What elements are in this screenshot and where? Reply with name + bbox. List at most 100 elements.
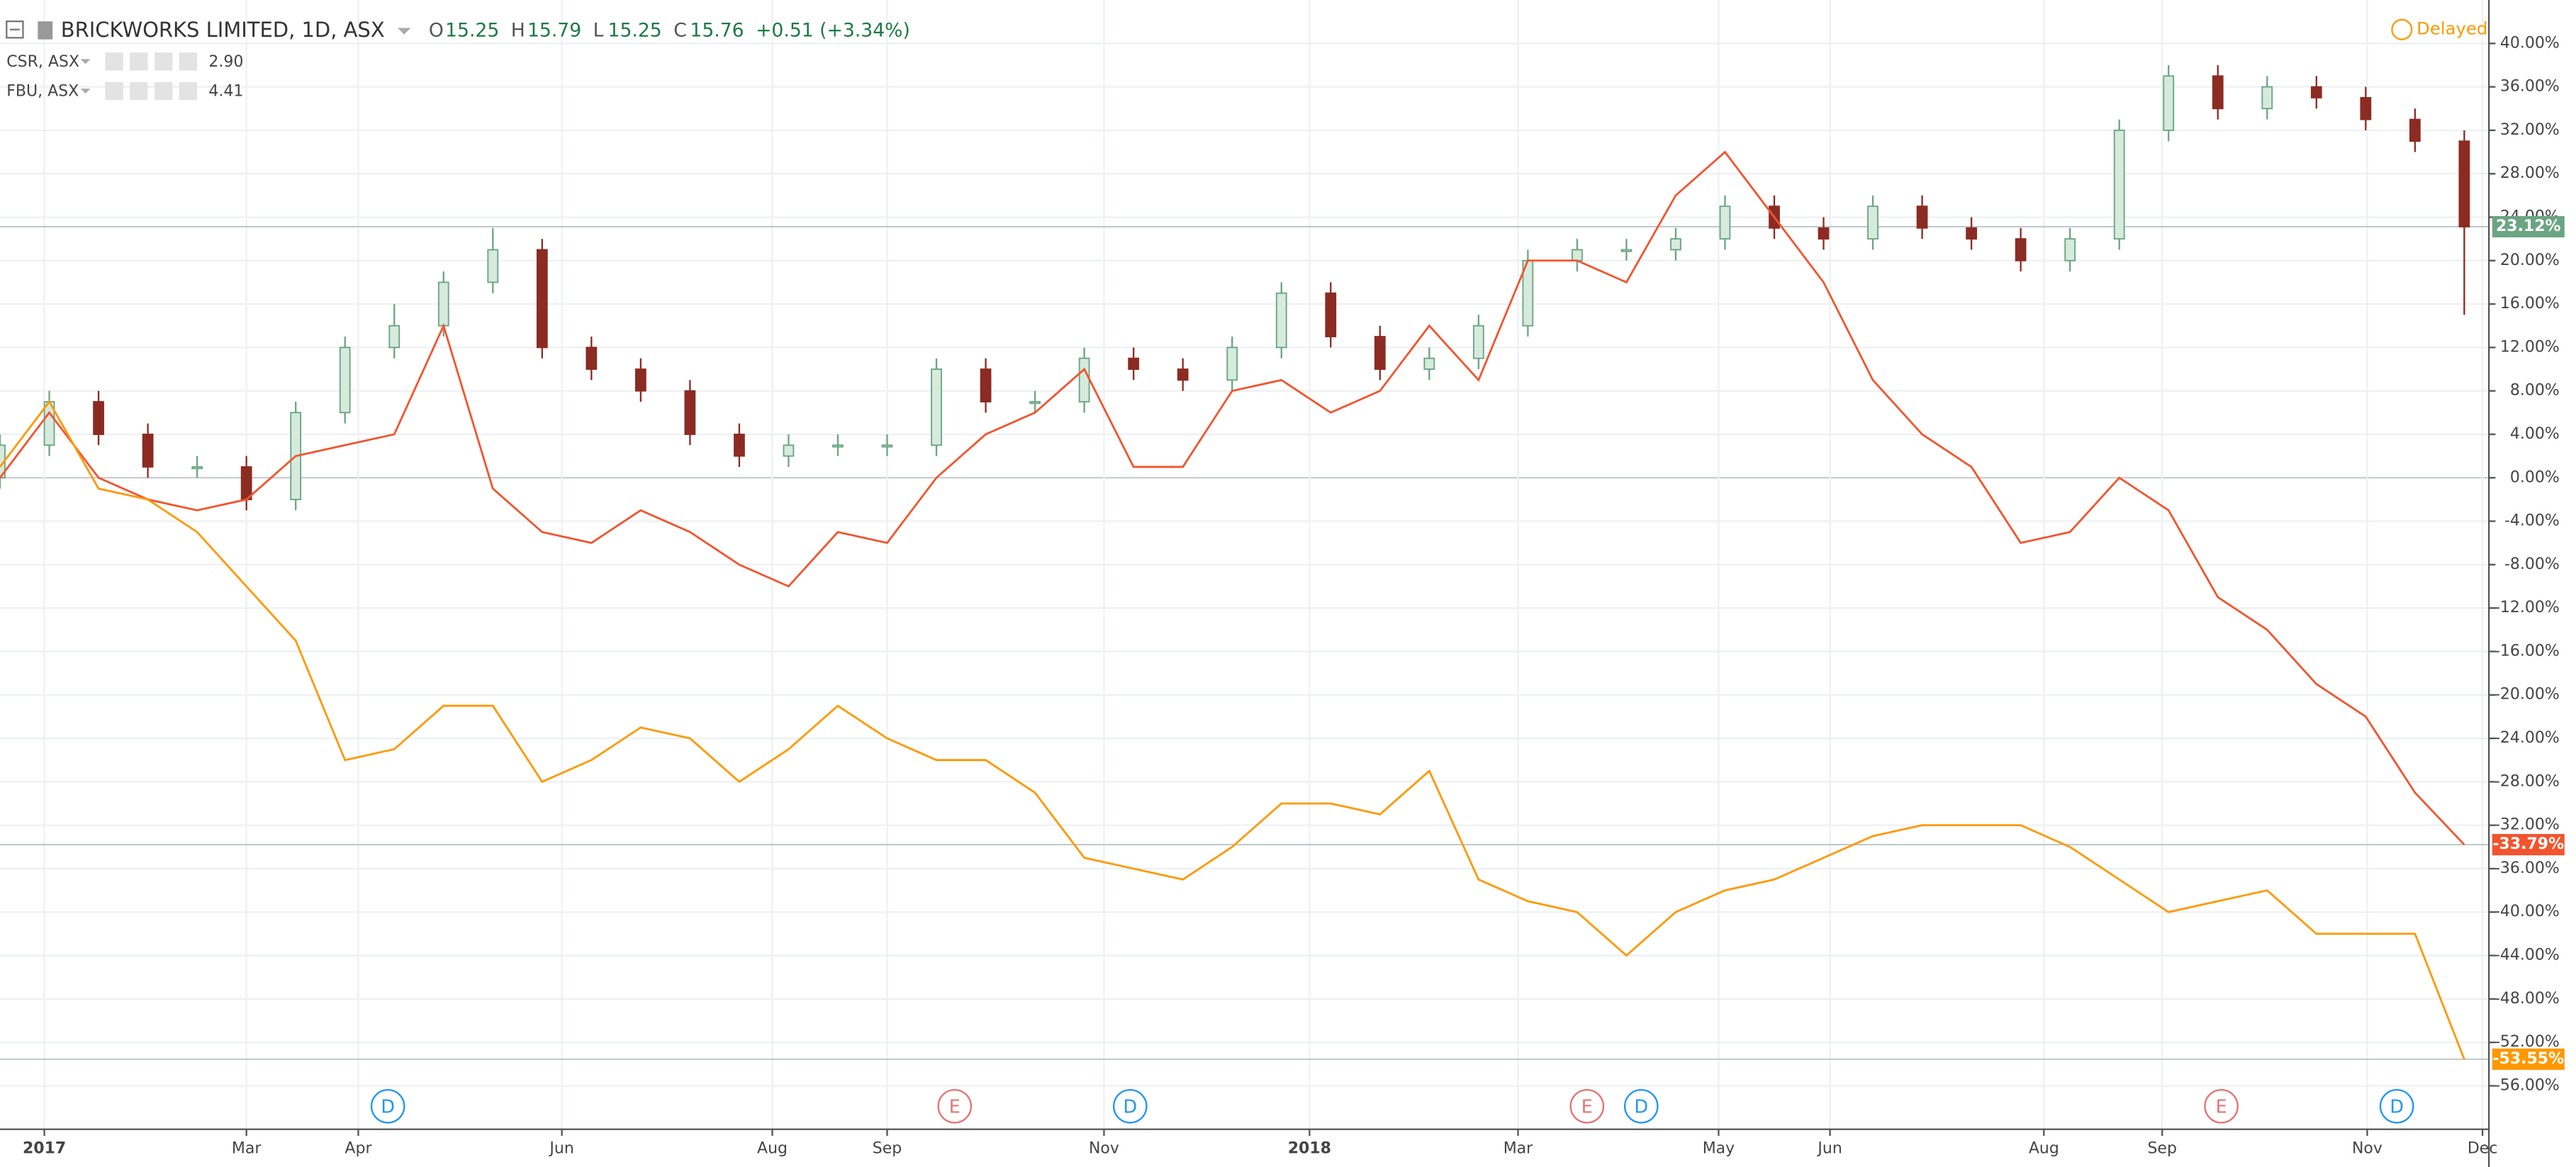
event-label: D bbox=[1123, 1097, 1137, 1118]
collapse-button[interactable] bbox=[6, 20, 24, 39]
y-tick-label: -40.00% bbox=[2494, 903, 2560, 920]
event-marker[interactable] bbox=[1112, 1088, 1148, 1124]
y-tick-label: 8.00% bbox=[2510, 382, 2560, 400]
candle-body bbox=[1719, 205, 1731, 240]
quote-high: 15.79 bbox=[527, 20, 581, 42]
dropdown-icon[interactable] bbox=[397, 28, 411, 35]
dropdown-icon[interactable] bbox=[80, 89, 91, 94]
candle-body bbox=[2310, 86, 2322, 98]
add-button[interactable] bbox=[154, 52, 173, 71]
candle-body bbox=[1916, 205, 1928, 229]
quote-high-label: H bbox=[511, 20, 525, 42]
candle-body bbox=[93, 401, 104, 435]
line-series bbox=[0, 150, 2465, 846]
x-tick-label: Jun bbox=[548, 1140, 573, 1158]
settings-button[interactable] bbox=[130, 52, 148, 71]
chart-title[interactable]: BRICKWORKS LIMITED, 1D, ASX bbox=[61, 18, 385, 42]
last-value-tag bbox=[2492, 1048, 2565, 1070]
status-label[interactable]: Delayed bbox=[2417, 18, 2487, 39]
x-tick-label: Nov bbox=[2352, 1140, 2382, 1158]
event-marker[interactable] bbox=[937, 1088, 973, 1124]
legend-label[interactable]: FBU, ASX bbox=[6, 83, 79, 101]
event-label: E bbox=[1581, 1097, 1593, 1118]
candle-body bbox=[2064, 238, 2076, 261]
plot-area bbox=[0, 64, 2470, 1060]
legend-price: 2.90 bbox=[208, 53, 243, 71]
candle-body bbox=[1867, 205, 1878, 240]
y-tick-label: 36.00% bbox=[2500, 78, 2560, 96]
quote-close-label: C bbox=[673, 20, 687, 42]
last-value-label: -53.55% bbox=[2492, 1050, 2564, 1068]
event-label: E bbox=[949, 1097, 961, 1118]
candle-body bbox=[536, 249, 548, 349]
y-tick-label: -48.00% bbox=[2494, 990, 2560, 1008]
y-tick-label: -52.00% bbox=[2494, 1033, 2560, 1051]
last-value-label: 23.12% bbox=[2496, 218, 2561, 235]
y-tick-label: -44.00% bbox=[2494, 947, 2560, 964]
x-tick-label: Sep bbox=[2147, 1140, 2176, 1158]
candle-body bbox=[487, 249, 499, 283]
remove-button[interactable] bbox=[179, 52, 198, 71]
candle-body bbox=[2261, 86, 2273, 110]
x-tick-label: Dec bbox=[2468, 1140, 2498, 1158]
y-tick-label: -32.00% bbox=[2494, 816, 2560, 834]
quote-open-label: O bbox=[429, 20, 444, 42]
x-tick-label: Apr bbox=[345, 1140, 372, 1158]
event-label: D bbox=[2390, 1097, 2404, 1118]
symbol-icon bbox=[38, 21, 53, 40]
candle-body bbox=[142, 434, 154, 468]
candle-body bbox=[240, 466, 252, 500]
y-tick-label: -24.00% bbox=[2494, 729, 2560, 747]
candle-body bbox=[2409, 118, 2421, 142]
x-tick-label: 2017 bbox=[23, 1140, 66, 1158]
event-marker[interactable] bbox=[370, 1088, 405, 1124]
last-value-tag bbox=[2492, 215, 2565, 238]
candle-body bbox=[1818, 227, 1830, 240]
candle-body bbox=[2212, 75, 2224, 110]
eye-button[interactable] bbox=[105, 52, 123, 71]
legend-price: 4.41 bbox=[208, 83, 243, 101]
y-tick-label: -28.00% bbox=[2494, 772, 2560, 790]
candle-body bbox=[2458, 140, 2470, 227]
remove-button[interactable] bbox=[179, 81, 198, 101]
legend-buttons bbox=[105, 81, 198, 101]
candle-body bbox=[1966, 227, 1978, 240]
event-marker[interactable] bbox=[2204, 1088, 2239, 1124]
y-tick-label: -56.00% bbox=[2494, 1076, 2560, 1094]
candle-body bbox=[1670, 238, 1681, 251]
candle-body bbox=[1620, 249, 1633, 252]
grid bbox=[0, 0, 2490, 1129]
quote-close: 15.76 bbox=[690, 20, 744, 42]
dropdown-icon[interactable] bbox=[80, 59, 91, 64]
candle-body bbox=[2360, 96, 2372, 120]
event-marker[interactable] bbox=[1569, 1088, 1605, 1124]
y-tick-label: 0.00% bbox=[2510, 468, 2560, 486]
x-tick-label: May bbox=[1703, 1140, 1735, 1158]
candle-body bbox=[2015, 238, 2027, 261]
quote-low: 15.25 bbox=[608, 20, 662, 42]
add-button[interactable] bbox=[154, 81, 173, 101]
y-tick-label: -20.00% bbox=[2494, 686, 2560, 704]
settings-button[interactable] bbox=[130, 81, 148, 101]
y-tick-label: 32.00% bbox=[2500, 121, 2560, 139]
y-tick-label: -16.00% bbox=[2494, 642, 2560, 660]
event-marker[interactable] bbox=[2379, 1088, 2414, 1124]
eye-button[interactable] bbox=[105, 81, 123, 101]
last-value-label: -33.79% bbox=[2492, 835, 2564, 853]
event-marker[interactable] bbox=[1623, 1088, 1659, 1124]
x-tick-label: 2018 bbox=[1288, 1140, 1331, 1158]
candle-body bbox=[881, 444, 893, 448]
legend-buttons bbox=[105, 52, 198, 71]
y-tick-label: -36.00% bbox=[2494, 859, 2560, 877]
x-tick-label: Aug bbox=[2029, 1140, 2059, 1158]
y-tick-label: 20.00% bbox=[2500, 252, 2560, 269]
candle-body bbox=[1423, 357, 1435, 370]
x-tick-label: Mar bbox=[1503, 1140, 1533, 1158]
event-label: D bbox=[1634, 1097, 1648, 1118]
candle-body bbox=[437, 281, 449, 327]
y-tick-label: 16.00% bbox=[2500, 295, 2560, 312]
legend-label[interactable]: CSR, ASX bbox=[6, 53, 79, 71]
candle-body bbox=[832, 444, 844, 448]
